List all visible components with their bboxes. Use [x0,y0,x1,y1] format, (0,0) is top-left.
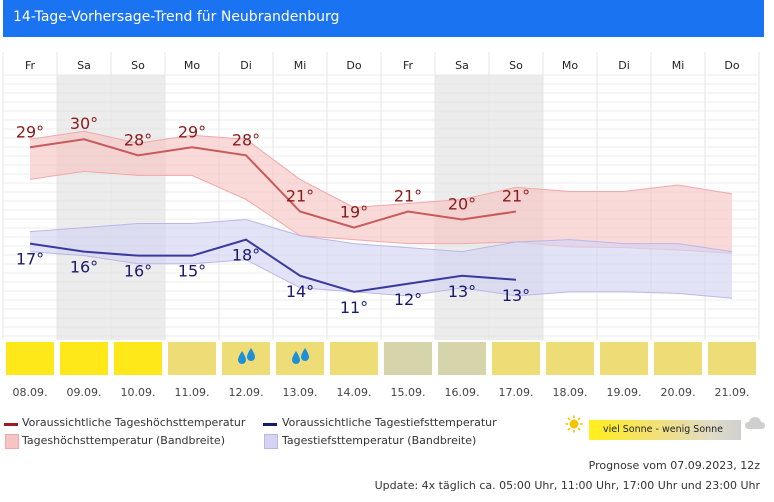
weather-day-box [438,342,486,375]
weekday-label: So [509,59,523,72]
weekday-label: Sa [77,59,91,72]
weather-day-box [600,342,648,375]
sun-scale-label: viel Sonne - wenig Sonne [603,424,724,435]
weekday-label: Sa [455,59,469,72]
weather-day-box [60,342,108,375]
rain-drops-icon [236,347,258,370]
weekday-label: Mo [183,59,201,72]
weekday-label: Di [618,59,630,72]
date-label: 17.09. [498,386,534,399]
date-label: 21.09. [714,386,750,399]
weather-day-box [546,342,594,375]
update-info: Update: 4x täglich ca. 05:00 Uhr, 11:00 … [374,479,760,492]
rain-drops-icon [290,347,312,370]
weekday-label: Do [346,59,362,72]
legend-min-line-label: Voraussichtliche Tagestiefsttemperatur [282,416,497,429]
date-label: 15.09. [390,386,426,399]
legend-max-band-swatch [5,434,19,449]
weather-day-box [276,342,324,375]
cloud-icon [745,417,765,429]
min-temp-label: 18° [232,246,260,265]
date-label: 20.09. [660,386,696,399]
weekday-label: Mi [293,59,307,72]
date-label: 09.09. [66,386,102,399]
min-temp-line [29,238,517,293]
min-band-upper-edge [29,219,733,253]
legend-min-line-swatch [263,423,277,426]
min-temp-label: 11° [340,298,368,317]
legend-max-line-swatch [4,423,18,426]
date-label: 14.09. [336,386,372,399]
forecast-timestamp: Prognose vom 07.09.2023, 12z [588,459,760,472]
max-band [30,131,732,254]
weekday-label: Fr [24,59,36,72]
min-temp-label: 15° [178,262,206,281]
weather-day-box [222,342,270,375]
weekday-label: Mi [671,59,685,72]
legend-min-band-label: Tagestiefsttemperatur (Bandbreite) [282,434,477,447]
min-temp-label: 14° [286,282,314,301]
title-bar: 14-Tage-Vorhersage-Trend für Neubrandenb… [3,0,764,37]
weather-day-box [654,342,702,375]
weather-day-box [114,342,162,375]
page-title: 14-Tage-Vorhersage-Trend für Neubrandenb… [13,9,340,25]
weather-day-box [492,342,540,375]
min-temp-label: 13° [448,282,476,301]
weather-day-box [708,342,756,375]
weekend-shade [111,75,165,340]
min-band [30,219,732,299]
legend-min-band-swatch [264,434,278,449]
min-band-lower-edge [29,251,733,299]
max-temp-label: 28° [124,130,152,149]
weekday-label: Di [240,59,252,72]
date-label: 10.09. [120,386,156,399]
legend-max-band-label: Tageshöchsttemperatur (Bandbreite) [22,434,225,447]
sun-scale-bar: viel Sonne - wenig Sonne [589,420,741,440]
max-temp-line [29,138,517,229]
max-temp-label: 30° [70,114,98,133]
min-temp-label: 17° [16,250,44,269]
weekday-label: Do [724,59,740,72]
weather-day-box [6,342,54,375]
max-temp-label: 29° [178,122,206,141]
weekday-label: Fr [402,59,414,72]
weather-day-box [330,342,378,375]
date-label: 12.09. [228,386,264,399]
max-temp-label: 20° [448,195,476,214]
max-temp-label: 21° [502,187,530,206]
legend-max-line-label: Voraussichtliche Tageshöchsttemperatur [22,416,246,429]
weekday-label: So [131,59,145,72]
sun-icon [565,415,583,433]
max-temp-label: 21° [394,187,422,206]
weekday-label: Mo [561,59,579,72]
date-label: 08.09. [12,386,48,399]
weather-day-box [168,342,216,375]
date-label: 18.09. [552,386,588,399]
date-label: 19.09. [606,386,642,399]
max-temp-label: 29° [16,122,44,141]
date-label: 16.09. [444,386,480,399]
max-temp-label: 21° [286,187,314,206]
date-label: 13.09. [282,386,318,399]
weekend-shade [57,75,111,340]
weather-day-box [384,342,432,375]
date-label: 11.09. [174,386,210,399]
min-temp-label: 12° [394,290,422,309]
max-temp-label: 28° [232,130,260,149]
max-temp-label: 19° [340,203,368,222]
min-temp-label: 16° [70,258,98,277]
min-temp-label: 13° [502,286,530,305]
min-temp-label: 16° [124,262,152,281]
max-band-upper-edge [29,130,733,209]
